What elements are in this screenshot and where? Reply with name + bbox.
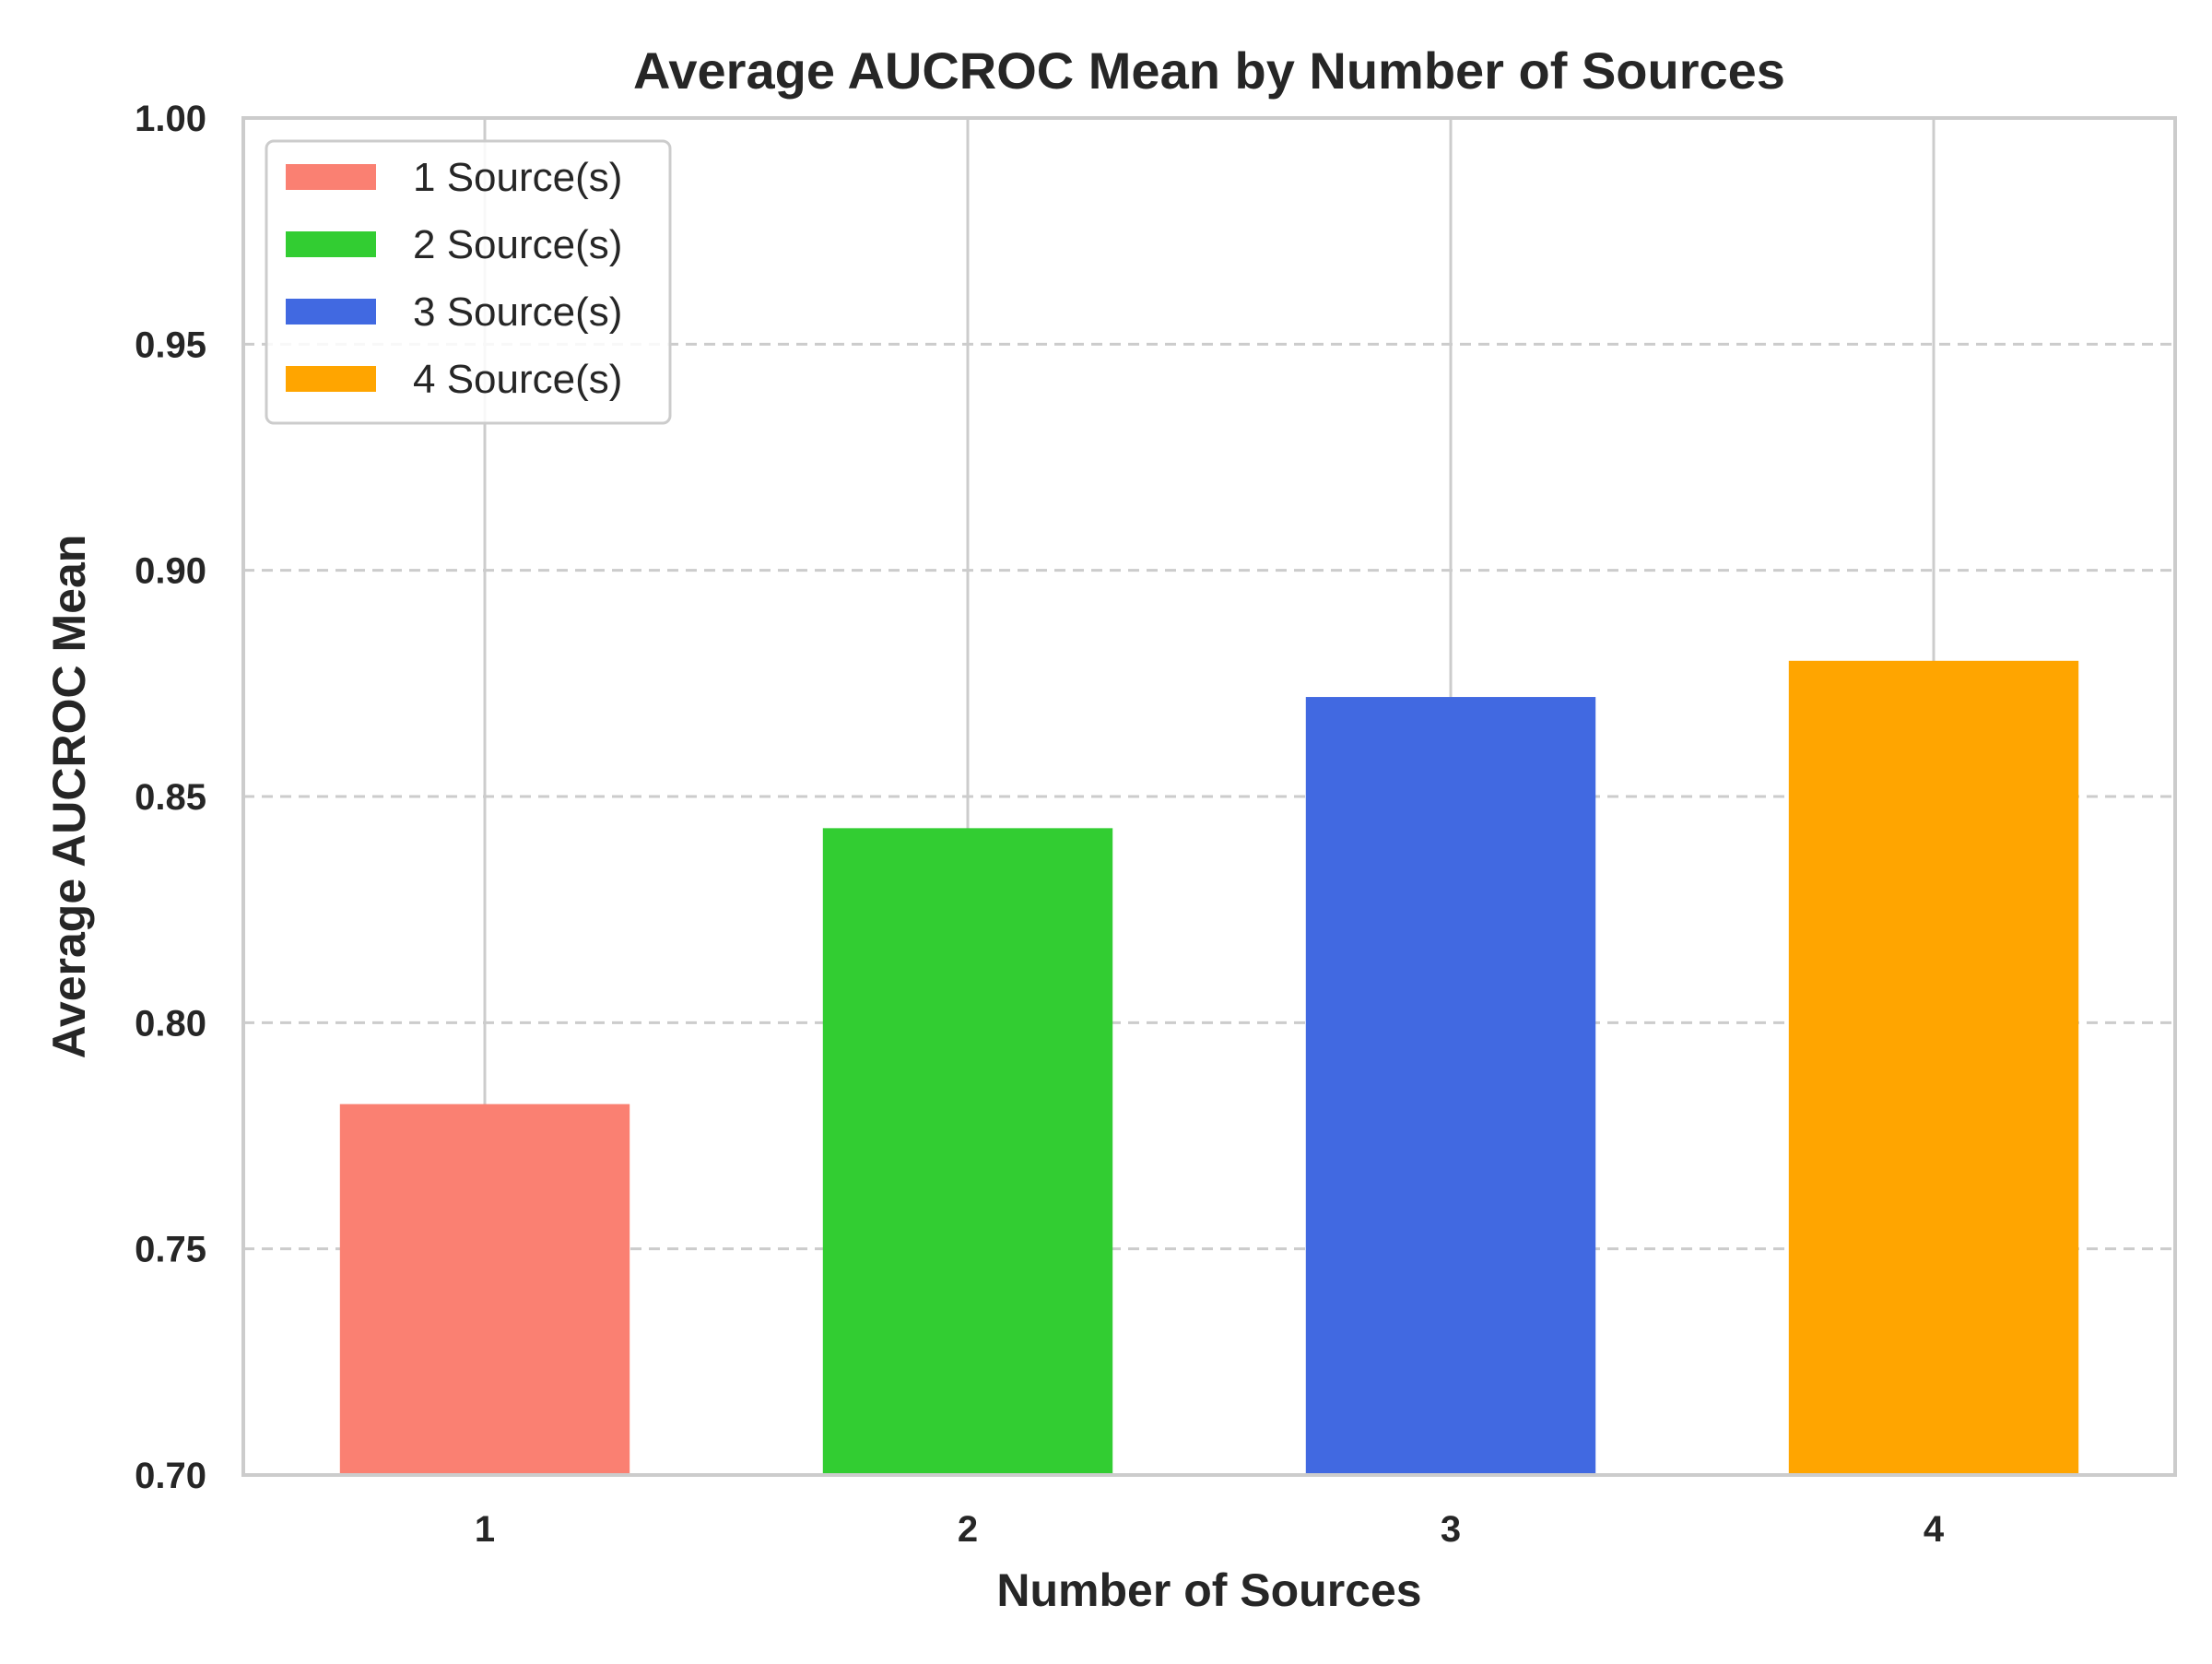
x-tick-label: 2 xyxy=(958,1509,978,1550)
chart-title: Average AUCROC Mean by Number of Sources xyxy=(633,41,1785,100)
y-tick-label: 1.00 xyxy=(135,99,206,139)
legend-frame xyxy=(265,139,672,425)
y-tick-label: 0.95 xyxy=(135,325,206,365)
x-tick-label: 3 xyxy=(1441,1509,1461,1550)
legend-swatch xyxy=(286,231,376,257)
y-tick-label: 0.90 xyxy=(135,551,206,592)
legend-label: 3 Source(s) xyxy=(413,289,622,335)
y-tick-label: 0.70 xyxy=(135,1456,206,1496)
y-axis-label: Average AUCROC Mean xyxy=(43,535,95,1059)
legend-label: 2 Source(s) xyxy=(413,222,622,267)
y-tick-label: 0.85 xyxy=(135,777,206,818)
legend-swatch xyxy=(286,164,376,190)
bar-2 xyxy=(822,828,1113,1475)
bar-4 xyxy=(1788,660,2079,1475)
legend: 1 Source(s) 2 Source(s) 3 Source(s) 4 Sourc… xyxy=(265,139,672,425)
legend-swatch xyxy=(286,299,376,325)
bar-1 xyxy=(339,1103,630,1475)
legend-swatch xyxy=(286,366,376,392)
y-tick-label: 0.75 xyxy=(135,1230,206,1270)
y-tick-label: 0.80 xyxy=(135,1003,206,1044)
legend-label: 4 Source(s) xyxy=(413,357,622,402)
plot-frame xyxy=(241,116,2177,1477)
y-axis-ticks: 0.70 0.75 0.80 0.85 0.90 0.95 1.00 xyxy=(135,99,206,1496)
x-tick-label: 4 xyxy=(1924,1509,1945,1550)
x-axis-ticks: 1 2 3 4 xyxy=(475,1509,1945,1550)
legend-label: 1 Source(s) xyxy=(413,155,622,200)
bars xyxy=(339,660,2079,1475)
legend-entries: 1 Source(s) 2 Source(s) 3 Source(s) 4 Sourc… xyxy=(286,155,622,402)
bar-3 xyxy=(1305,697,1596,1475)
x-axis-label: Number of Sources xyxy=(996,1564,1421,1616)
x-tick-label: 1 xyxy=(475,1509,495,1550)
